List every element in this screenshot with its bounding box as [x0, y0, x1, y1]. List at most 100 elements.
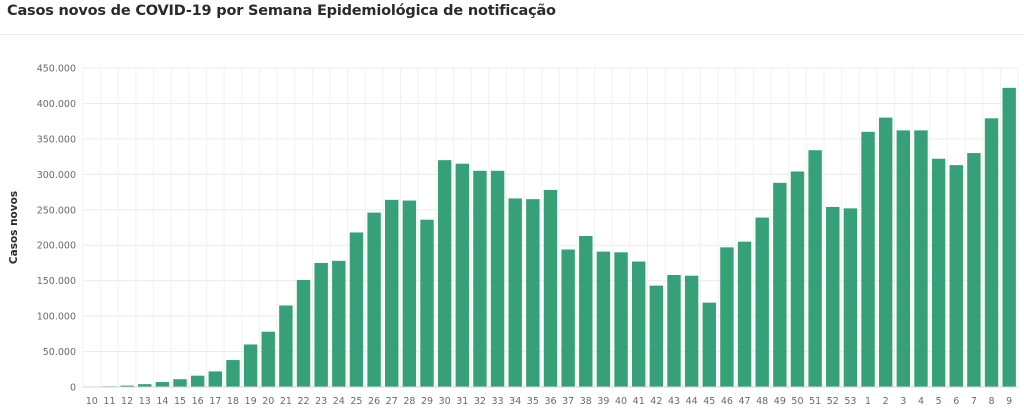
x-tick-label: 20 — [262, 396, 274, 407]
x-tick-label: 41 — [633, 396, 645, 407]
x-tick-label: 52 — [827, 396, 839, 407]
x-axis-ticks: 10 11 12 13 14 15 16 17 18 19 20 21 22 23 24 25 26 27 28 29… — [86, 396, 1012, 407]
x-tick-label: 33 — [492, 396, 504, 407]
x-tick-label: 25 — [350, 396, 362, 407]
bar-week-24-14[interactable] — [332, 260, 346, 387]
bar-week-53-43[interactable] — [843, 208, 858, 387]
bar-week-38-28[interactable] — [579, 236, 593, 387]
bar-week-44-34[interactable] — [684, 275, 699, 387]
bar-week-35-25[interactable] — [526, 199, 540, 387]
bar-week-3-46[interactable] — [896, 130, 911, 388]
bar-week-40-30[interactable] — [614, 252, 628, 387]
bar-week-18-8[interactable] — [226, 360, 240, 387]
bar-week-4-47[interactable] — [914, 130, 928, 388]
bar-week-15-5[interactable] — [173, 379, 187, 387]
grid-lines — [82, 67, 1019, 388]
y-tick-label: 50.000 — [43, 347, 76, 358]
x-tick-label: 1 — [865, 396, 871, 407]
x-tick-label: 32 — [474, 396, 486, 407]
bar-week-47-37[interactable] — [737, 241, 752, 387]
bar-week-51-41[interactable] — [808, 150, 822, 387]
bars — [85, 87, 1016, 388]
bar-week-13-3[interactable] — [138, 384, 152, 387]
bar-week-52-42[interactable] — [826, 206, 840, 387]
y-tick-label: 0 — [70, 383, 76, 394]
y-tick-label: 350.000 — [37, 134, 76, 145]
x-tick-label: 4 — [918, 396, 924, 407]
x-tick-label: 39 — [597, 396, 609, 407]
bar-week-32-22[interactable] — [473, 170, 487, 387]
x-tick-label: 11 — [103, 396, 115, 407]
x-tick-label: 53 — [844, 396, 856, 407]
x-tick-label: 35 — [527, 396, 539, 407]
x-tick-label: 48 — [756, 396, 768, 407]
x-tick-label: 27 — [386, 396, 398, 407]
x-tick-label: 12 — [121, 396, 133, 407]
y-axis-label: Casos novos — [8, 191, 20, 264]
bar-week-37-27[interactable] — [561, 249, 575, 387]
title-divider — [0, 34, 1024, 35]
y-tick-label: 300.000 — [37, 170, 76, 181]
bar-week-22-12[interactable] — [296, 279, 311, 387]
x-tick-label: 45 — [703, 396, 715, 407]
bar-week-12-2[interactable] — [120, 385, 134, 387]
bar-week-26-16[interactable] — [367, 212, 381, 387]
bar-week-1-44[interactable] — [861, 131, 875, 387]
bar-week-2-45[interactable] — [878, 117, 893, 387]
x-tick-label: 6 — [953, 396, 959, 407]
bar-week-46-36[interactable] — [720, 247, 734, 387]
y-tick-label: 450.000 — [37, 64, 76, 75]
x-tick-label: 26 — [368, 396, 380, 407]
bar-week-34-24[interactable] — [508, 198, 522, 387]
y-tick-label: 200.000 — [37, 241, 76, 252]
bar-week-50-40[interactable] — [790, 171, 805, 387]
bar-week-41-31[interactable] — [632, 261, 646, 387]
bar-week-7-50[interactable] — [967, 153, 981, 387]
x-tick-label: 8 — [989, 396, 995, 407]
bar-week-8-51[interactable] — [984, 118, 999, 387]
x-tick-label: 15 — [174, 396, 186, 407]
y-tick-label: 100.000 — [37, 312, 76, 323]
bar-week-42-32[interactable] — [649, 285, 664, 387]
bar-week-16-6[interactable] — [190, 375, 205, 387]
x-tick-label: 21 — [280, 396, 292, 407]
bar-week-19-9[interactable] — [243, 344, 258, 387]
bar-week-28-18[interactable] — [402, 200, 417, 387]
y-tick-label: 250.000 — [37, 205, 76, 216]
x-tick-label: 14 — [156, 396, 168, 407]
x-tick-label: 28 — [403, 396, 415, 407]
bar-week-31-21[interactable] — [455, 163, 469, 387]
x-tick-label: 47 — [739, 396, 751, 407]
x-tick-label: 2 — [883, 396, 889, 407]
bar-week-33-23[interactable] — [490, 170, 505, 387]
bar-week-17-7[interactable] — [208, 371, 223, 387]
bar-week-25-15[interactable] — [349, 232, 364, 387]
x-tick-label: 49 — [774, 396, 786, 407]
x-tick-label: 23 — [315, 396, 327, 407]
y-tick-label: 400.000 — [37, 99, 76, 110]
x-tick-label: 40 — [615, 396, 627, 407]
x-tick-label: 31 — [456, 396, 468, 407]
bar-week-27-17[interactable] — [385, 199, 399, 387]
bar-week-6-49[interactable] — [949, 165, 963, 387]
bar-week-23-13[interactable] — [314, 262, 328, 387]
bar-week-30-20[interactable] — [437, 160, 452, 387]
bar-week-49-39[interactable] — [773, 182, 787, 387]
bar-week-36-26[interactable] — [543, 189, 558, 387]
bar-week-5-48[interactable] — [931, 158, 946, 387]
bar-week-21-11[interactable] — [279, 305, 293, 387]
bar-week-9-52[interactable] — [1002, 87, 1016, 388]
bar-week-39-29[interactable] — [596, 251, 611, 387]
bar-week-29-19[interactable] — [420, 219, 434, 387]
x-tick-label: 36 — [544, 396, 556, 407]
x-tick-label: 38 — [580, 396, 592, 407]
bar-week-14-4[interactable] — [155, 382, 170, 387]
bar-week-20-10[interactable] — [261, 331, 275, 387]
bar-week-43-33[interactable] — [667, 274, 681, 387]
x-tick-label: 24 — [333, 396, 345, 407]
x-tick-label: 17 — [209, 396, 221, 407]
bar-week-48-38[interactable] — [755, 217, 769, 387]
x-tick-label: 43 — [668, 396, 680, 407]
bar-week-45-35[interactable] — [702, 302, 716, 387]
